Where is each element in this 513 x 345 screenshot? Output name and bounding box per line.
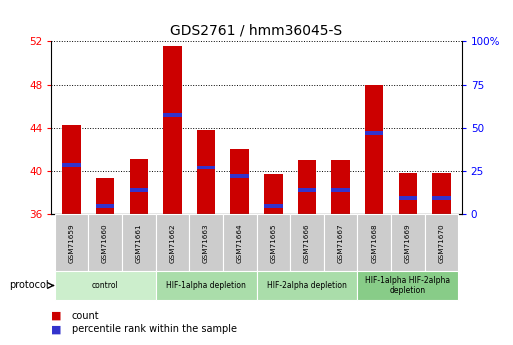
Bar: [298, 188, 316, 192]
Text: ■: ■: [51, 325, 62, 334]
Bar: [256, 271, 358, 300]
Text: HIF-1alpha depletion: HIF-1alpha depletion: [166, 281, 246, 290]
Text: GSM71668: GSM71668: [371, 224, 377, 263]
Text: GSM71663: GSM71663: [203, 224, 209, 263]
Bar: [264, 205, 283, 208]
Bar: [88, 214, 122, 273]
Bar: [189, 214, 223, 273]
Text: GSM71667: GSM71667: [338, 224, 344, 263]
Bar: [129, 159, 148, 214]
Text: GSM71662: GSM71662: [169, 224, 175, 263]
Text: GSM71661: GSM71661: [136, 224, 142, 263]
Bar: [163, 113, 182, 117]
Bar: [163, 46, 182, 214]
Bar: [230, 174, 249, 178]
Bar: [55, 214, 88, 273]
Text: protocol: protocol: [9, 280, 49, 290]
Text: GSM71659: GSM71659: [68, 224, 74, 263]
Text: GSM71660: GSM71660: [102, 224, 108, 263]
Bar: [264, 174, 283, 214]
Text: GSM71669: GSM71669: [405, 224, 411, 263]
Text: HIF-1alpha HIF-2alpha
depletion: HIF-1alpha HIF-2alpha depletion: [365, 276, 450, 295]
Text: GSM71664: GSM71664: [236, 224, 243, 263]
Bar: [55, 271, 155, 300]
Text: GSM71666: GSM71666: [304, 224, 310, 263]
Bar: [298, 160, 316, 214]
Bar: [290, 214, 324, 273]
Text: GSM71670: GSM71670: [439, 224, 445, 263]
Title: GDS2761 / hmm36045-S: GDS2761 / hmm36045-S: [170, 23, 343, 38]
Bar: [197, 130, 215, 214]
Bar: [96, 178, 114, 214]
Bar: [432, 173, 451, 214]
Bar: [62, 126, 81, 214]
Bar: [365, 85, 384, 214]
Text: count: count: [72, 311, 100, 321]
Bar: [324, 214, 358, 273]
Bar: [432, 196, 451, 200]
Bar: [223, 214, 256, 273]
Bar: [197, 166, 215, 169]
Bar: [62, 164, 81, 167]
Bar: [331, 160, 350, 214]
Bar: [230, 149, 249, 214]
Bar: [391, 214, 425, 273]
Bar: [256, 214, 290, 273]
Text: ■: ■: [51, 311, 62, 321]
Text: control: control: [92, 281, 119, 290]
Bar: [399, 173, 417, 214]
Bar: [155, 214, 189, 273]
Text: GSM71665: GSM71665: [270, 224, 277, 263]
Bar: [358, 214, 391, 273]
Text: percentile rank within the sample: percentile rank within the sample: [72, 325, 237, 334]
Bar: [331, 188, 350, 192]
Bar: [425, 214, 458, 273]
Bar: [358, 271, 458, 300]
Bar: [155, 271, 256, 300]
Bar: [365, 131, 384, 135]
Bar: [129, 188, 148, 192]
Bar: [399, 196, 417, 200]
Text: HIF-2alpha depletion: HIF-2alpha depletion: [267, 281, 347, 290]
Bar: [96, 205, 114, 208]
Bar: [122, 214, 155, 273]
